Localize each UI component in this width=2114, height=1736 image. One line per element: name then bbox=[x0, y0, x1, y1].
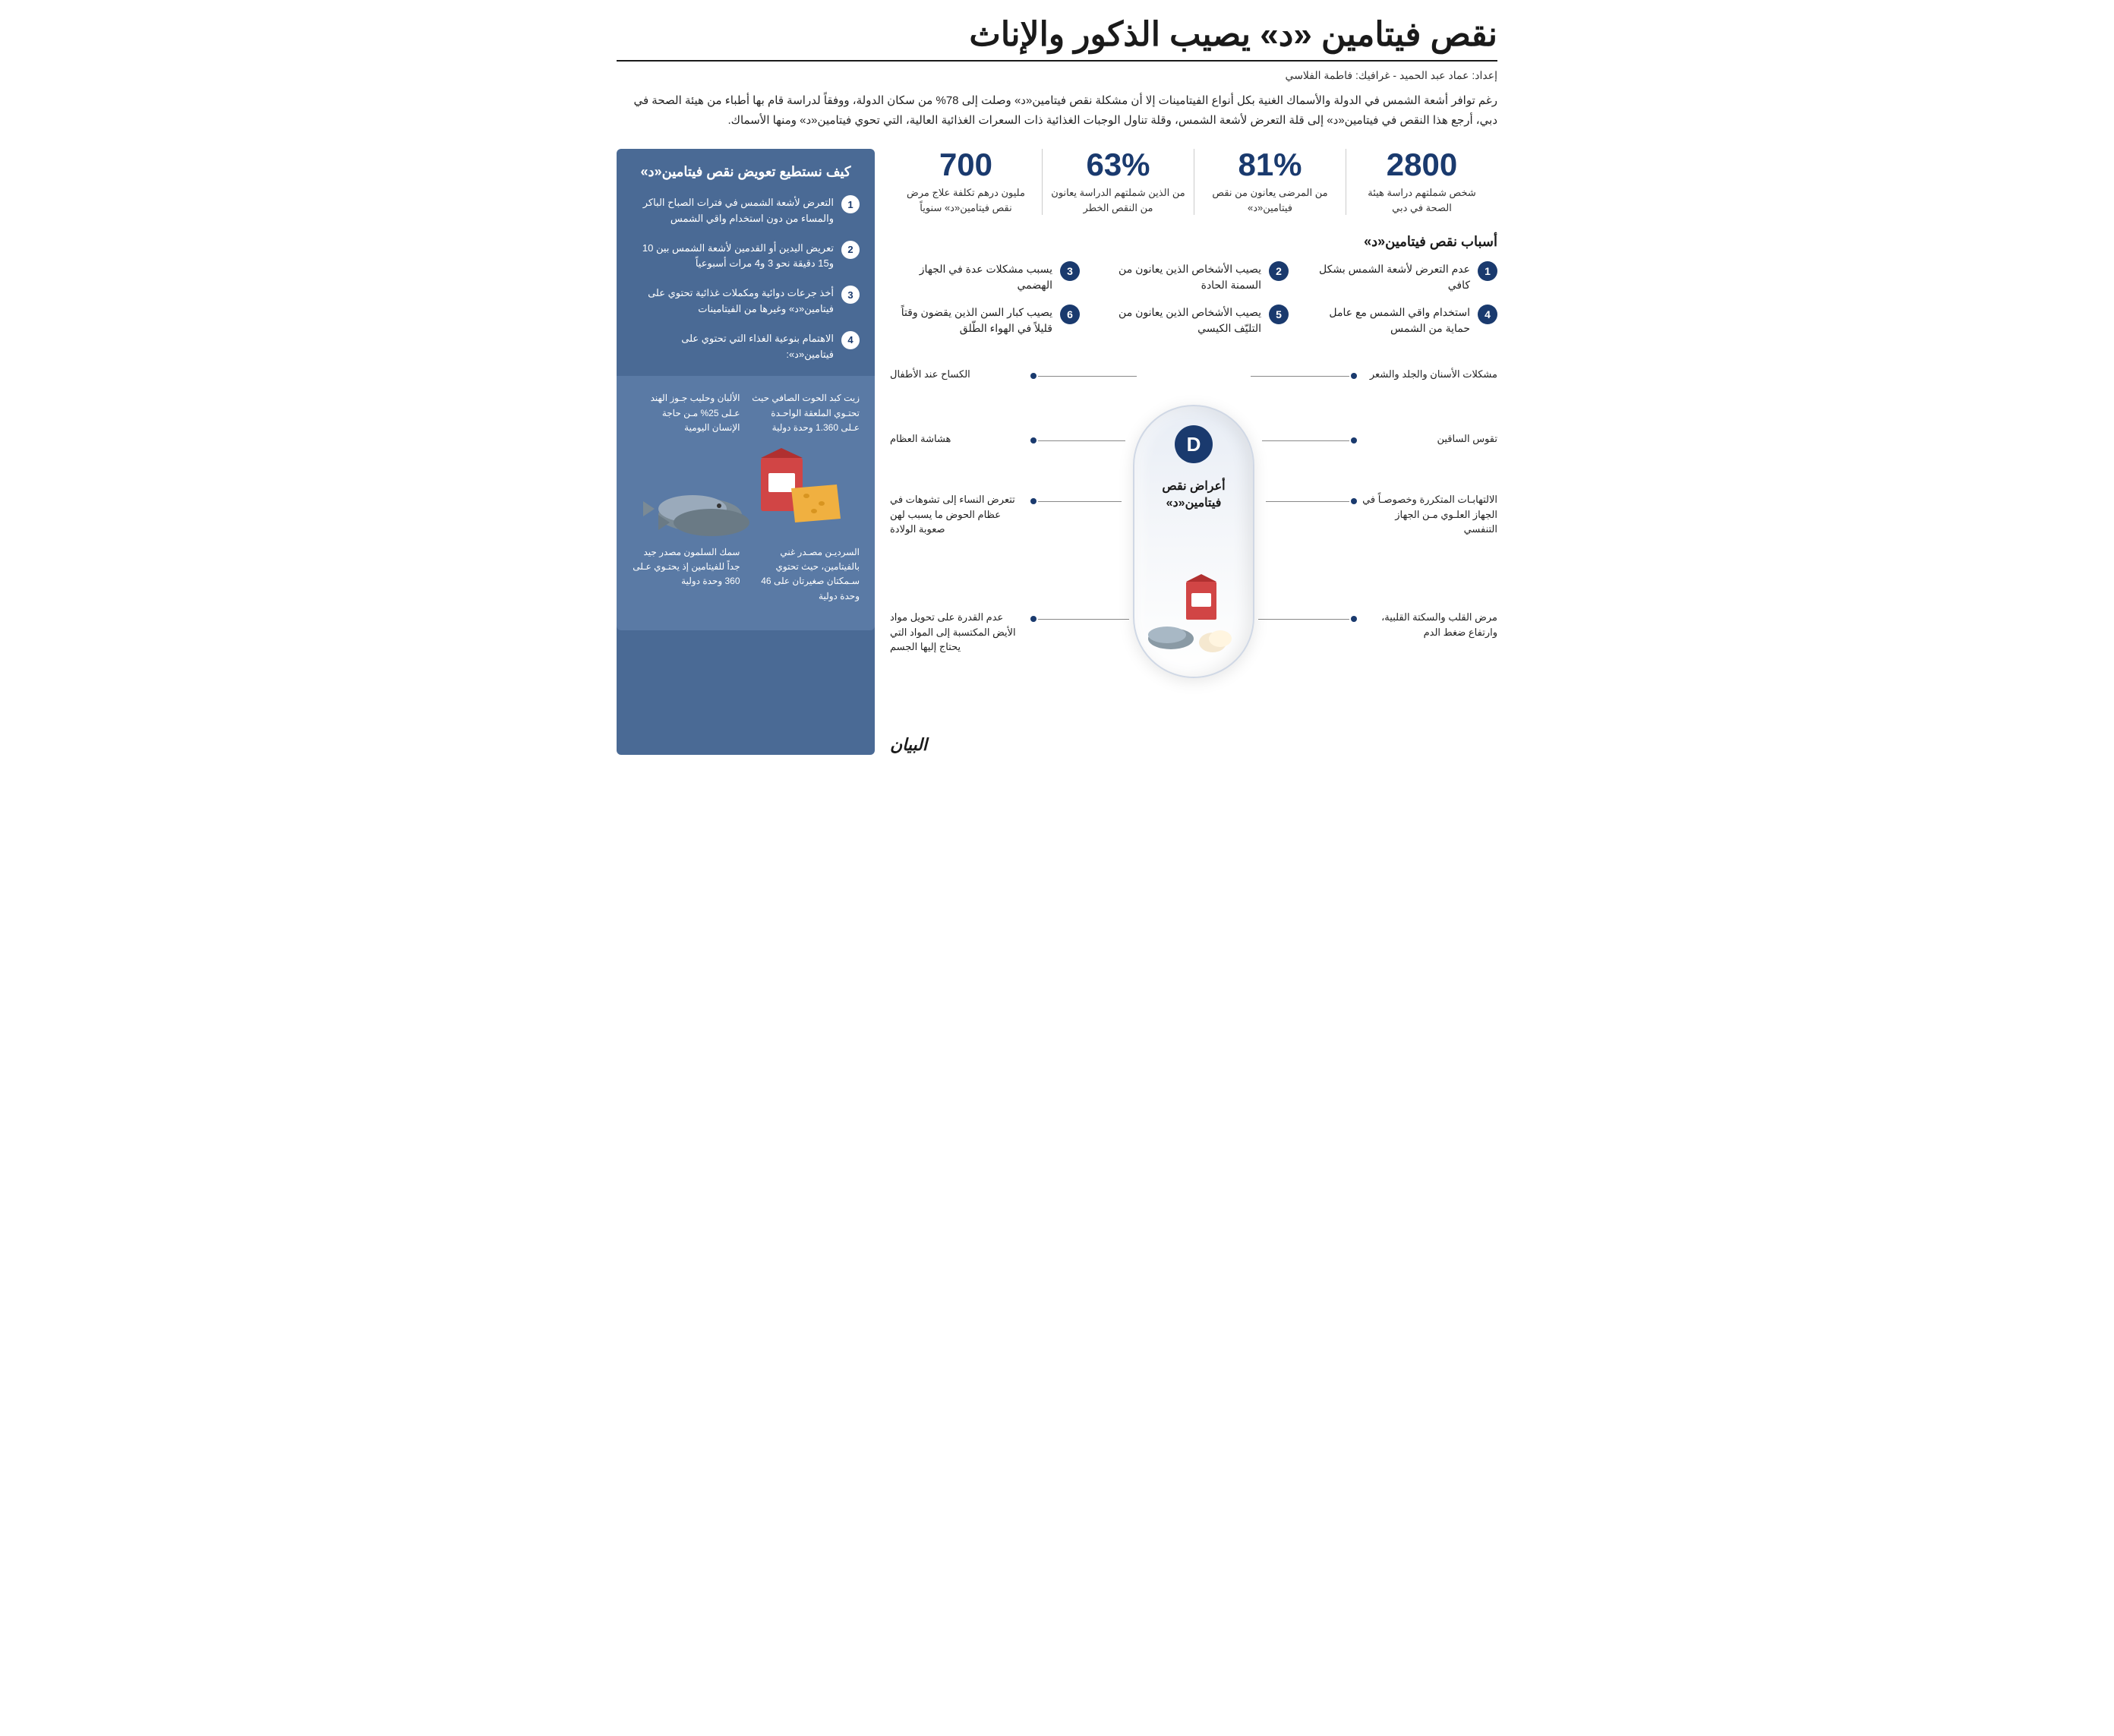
connector-line-icon bbox=[1266, 501, 1349, 502]
food-text: السرديـن مصـدر غني بالفيتامين، حيث تحتوي… bbox=[752, 545, 860, 604]
cause-item: 1 عدم التعرض لأشعة الشمس بشكل كافي bbox=[1308, 261, 1497, 293]
cause-text: يسبب مشكلات عدة في الجهاز الهضمي bbox=[890, 261, 1052, 293]
food-text: زيت كبد الحوت الصافي حيث تحتـوي الملعقة … bbox=[752, 391, 860, 435]
cause-text: يصيب الأشخاص الذين يعانون من التليّف الك… bbox=[1099, 305, 1261, 336]
cause-item: 5 يصيب الأشخاص الذين يعانون من التليّف ا… bbox=[1099, 305, 1289, 336]
symptom-text: مرض القلب والسكتة القلبية، وارتفاع ضغط ا… bbox=[1361, 610, 1497, 639]
tip-text: أخذ جرعات دوائية ومكملات غذائية تحتوي عل… bbox=[632, 286, 834, 317]
stat-label: شخص شملتهم دراسة هيئة الصحة في دبي bbox=[1354, 185, 1490, 215]
food-row: زيت كبد الحوت الصافي حيث تحتـوي الملعقة … bbox=[632, 391, 860, 435]
connector-line-icon bbox=[1038, 501, 1122, 502]
cause-text: عدم التعرض لأشعة الشمس بشكل كافي bbox=[1308, 261, 1470, 293]
food-illustration-icon bbox=[632, 447, 860, 538]
stat-number: 2800 bbox=[1354, 149, 1490, 181]
connector-line-icon bbox=[1251, 376, 1349, 377]
connector-line-icon bbox=[1038, 619, 1129, 620]
d-badge-icon: D bbox=[1175, 425, 1213, 463]
intro-paragraph: رغم توافر أشعة الشمس في الدولة والأسماك … bbox=[617, 91, 1497, 130]
stat-number: 81% bbox=[1202, 149, 1338, 181]
capsule-illustration: D أعراض نقص فيتامين«د» bbox=[1133, 405, 1254, 678]
tip-number: 4 bbox=[841, 331, 860, 349]
stat-item: 2800 شخص شملتهم دراسة هيئة الصحة في دبي bbox=[1346, 149, 1497, 215]
cause-item: 3 يسبب مشكلات عدة في الجهاز الهضمي bbox=[890, 261, 1080, 293]
tip-number: 2 bbox=[841, 241, 860, 259]
symptom-text: تقوس الساقين bbox=[1361, 431, 1497, 447]
cause-item: 6 يصيب كبار السن الذين يقضون وقتاً قليلا… bbox=[890, 305, 1080, 336]
capsule-title: أعراض نقص فيتامين«د» bbox=[1134, 478, 1253, 513]
main-layout: 2800 شخص شملتهم دراسة هيئة الصحة في دبي … bbox=[617, 149, 1497, 755]
cause-text: يصيب كبار السن الذين يقضون وقتاً قليلاً … bbox=[890, 305, 1052, 336]
causes-title: أسباب نقص فيتامين«د» bbox=[890, 234, 1497, 250]
cause-number: 1 bbox=[1478, 261, 1497, 281]
tip-text: الاهتمام بنوعية الغذاء التي تحتوي على في… bbox=[632, 331, 834, 363]
causes-grid: 1 عدم التعرض لأشعة الشمس بشكل كافي 2 يصي… bbox=[890, 261, 1497, 336]
connector-dot-icon bbox=[1030, 498, 1036, 504]
stat-label: مليون درهم تكلفة علاج مرض نقص فيتامين«د»… bbox=[898, 185, 1034, 215]
connector-dot-icon bbox=[1030, 373, 1036, 379]
stat-label: من الذين شملتهم الدراسة يعانون من النقص … bbox=[1050, 185, 1186, 215]
food-row: السرديـن مصـدر غني بالفيتامين، حيث تحتوي… bbox=[632, 545, 860, 604]
symptom-text: مشكلات الأسنان والجلد والشعر bbox=[1361, 367, 1497, 382]
connector-line-icon bbox=[1258, 619, 1349, 620]
symptom-text: عدم القدرة على تحويل مواد الأيض المكتسبة… bbox=[890, 610, 1027, 655]
stat-number: 63% bbox=[1050, 149, 1186, 181]
food-text: سمك السلمون مصدر جيد جداً للفيتامين إذ ي… bbox=[632, 545, 740, 604]
connector-line-icon bbox=[1038, 440, 1125, 441]
connector-dot-icon bbox=[1351, 437, 1357, 443]
symptom-text: الكساح عند الأطفال bbox=[890, 367, 1027, 382]
headline: نقص فيتامين «د» يصيب الذكور والإناث bbox=[617, 15, 1497, 62]
stat-number: 700 bbox=[898, 149, 1034, 181]
food-text: الألبان وحليب جـوز الهند عـلى 25% مـن حا… bbox=[632, 391, 740, 435]
cause-number: 3 bbox=[1060, 261, 1080, 281]
cause-number: 6 bbox=[1060, 305, 1080, 324]
connector-dot-icon bbox=[1351, 498, 1357, 504]
tip-item: 3 أخذ جرعات دوائية ومكملات غذائية تحتوي … bbox=[632, 286, 860, 317]
main-content: 2800 شخص شملتهم دراسة هيئة الصحة في دبي … bbox=[890, 149, 1497, 755]
tip-item: 2 تعريض اليدين أو القدمين لأشعة الشمس بي… bbox=[632, 241, 860, 273]
capsule-foods-icon bbox=[1144, 574, 1243, 665]
stat-label: من المرضى يعانون من نقص فيتامين«د» bbox=[1202, 185, 1338, 215]
stats-row: 2800 شخص شملتهم دراسة هيئة الصحة في دبي … bbox=[890, 149, 1497, 215]
connector-dot-icon bbox=[1351, 616, 1357, 622]
symptom-text: هشاشة العظام bbox=[890, 431, 1027, 447]
symptoms-diagram: مشكلات الأسنان والجلد والشعر تقوس الساقي… bbox=[890, 359, 1497, 724]
cause-text: يصيب الأشخاص الذين يعانون من السمنة الحا… bbox=[1099, 261, 1261, 293]
cause-item: 4 استخدام واقي الشمس مع عامل حماية من ال… bbox=[1308, 305, 1497, 336]
tip-item: 4 الاهتمام بنوعية الغذاء التي تحتوي على … bbox=[632, 331, 860, 363]
connector-line-icon bbox=[1038, 376, 1137, 377]
sidebar: كيف نستطيع تعويض نقص فيتامين«د» 1 التعرض… bbox=[617, 149, 875, 755]
stat-item: 700 مليون درهم تكلفة علاج مرض نقص فيتامي… bbox=[890, 149, 1042, 215]
cause-text: استخدام واقي الشمس مع عامل حماية من الشم… bbox=[1308, 305, 1470, 336]
connector-line-icon bbox=[1262, 440, 1349, 441]
tip-number: 1 bbox=[841, 195, 860, 213]
tip-number: 3 bbox=[841, 286, 860, 304]
connector-dot-icon bbox=[1030, 616, 1036, 622]
publication-logo: البيان bbox=[890, 735, 1497, 755]
food-sources-section: زيت كبد الحوت الصافي حيث تحتـوي الملعقة … bbox=[617, 376, 875, 630]
cause-item: 2 يصيب الأشخاص الذين يعانون من السمنة ال… bbox=[1099, 261, 1289, 293]
stat-item: 63% من الذين شملتهم الدراسة يعانون من ال… bbox=[1042, 149, 1194, 215]
tip-text: تعريض اليدين أو القدمين لأشعة الشمس بين … bbox=[632, 241, 834, 273]
byline: إعداد: عماد عبد الحميد - غرافيك: فاطمة ا… bbox=[617, 69, 1497, 82]
cause-number: 2 bbox=[1269, 261, 1289, 281]
symptom-text: تتعرض النساء إلى تشوهات في عظام الحوض ما… bbox=[890, 492, 1027, 537]
stat-item: 81% من المرضى يعانون من نقص فيتامين«د» bbox=[1194, 149, 1346, 215]
tip-item: 1 التعرض لأشعة الشمس في فترات الصباح الب… bbox=[632, 195, 860, 227]
connector-dot-icon bbox=[1351, 373, 1357, 379]
symptom-text: الالتهابـات المتكررة وخصوصـاً في الجهاز … bbox=[1361, 492, 1497, 537]
cause-number: 4 bbox=[1478, 305, 1497, 324]
cause-number: 5 bbox=[1269, 305, 1289, 324]
sidebar-title: كيف نستطيع تعويض نقص فيتامين«د» bbox=[632, 164, 860, 180]
connector-dot-icon bbox=[1030, 437, 1036, 443]
tip-text: التعرض لأشعة الشمس في فترات الصباح الباك… bbox=[632, 195, 834, 227]
